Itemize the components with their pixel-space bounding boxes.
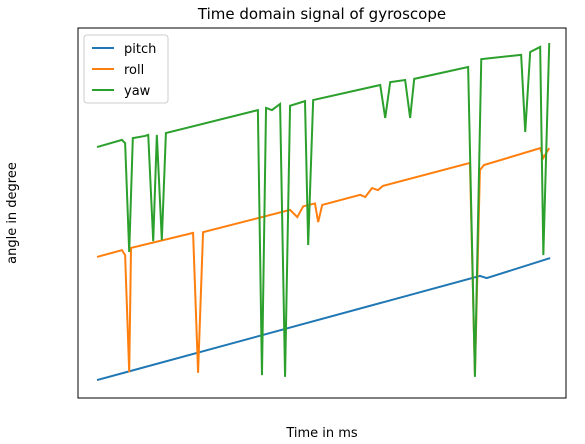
legend-box (83, 34, 169, 104)
y-axis-label: angle in degree (5, 162, 20, 264)
legend-label: pitch (124, 42, 156, 57)
legend-label: roll (124, 63, 144, 78)
line-series (96, 257, 551, 382)
legend-label: yaw (124, 84, 151, 99)
plot-frame (77, 27, 567, 399)
x-axis-label: Time in ms (285, 426, 358, 441)
chart-title: Time domain signal of gyroscope (197, 5, 446, 23)
line-series (96, 42, 551, 377)
